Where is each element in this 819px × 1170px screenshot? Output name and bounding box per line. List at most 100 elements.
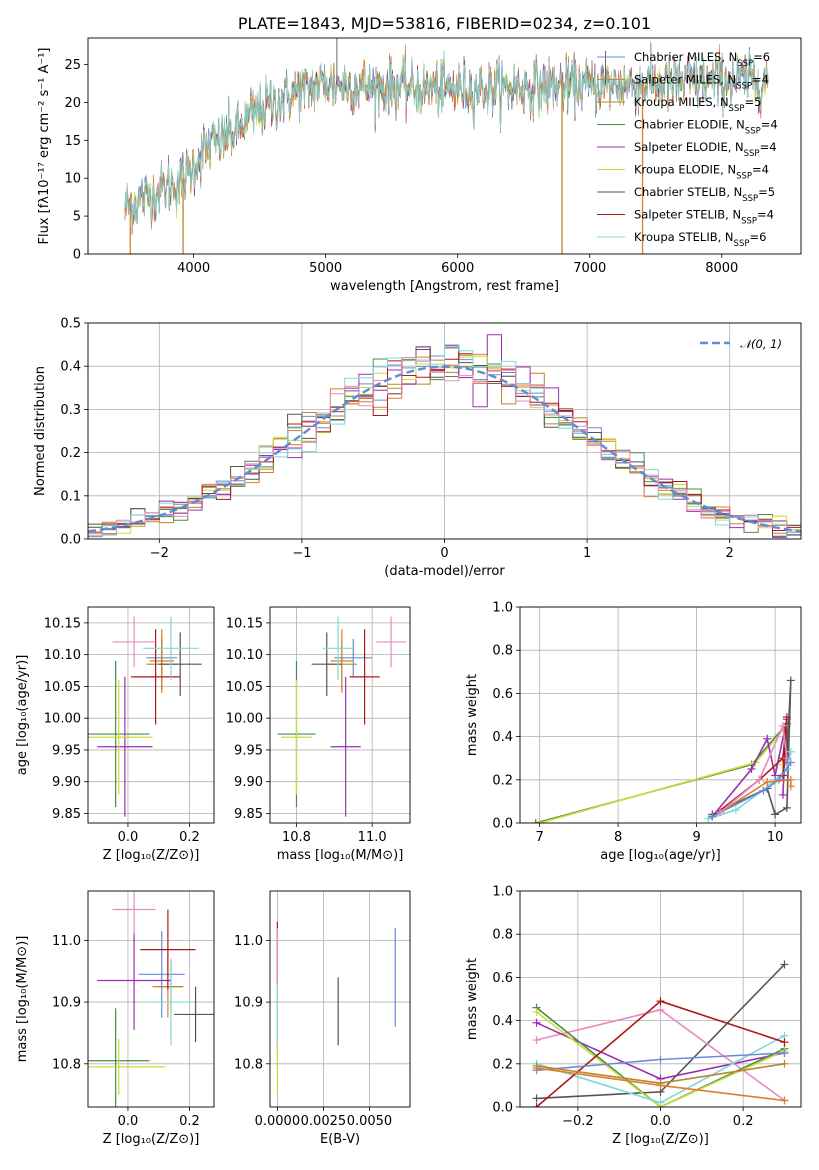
- weight-vs-z-marker: [532, 1103, 541, 1107]
- age-vs-z-ytick-label: 10.05: [44, 680, 81, 695]
- weight-vs-z-ytick-label: 0.6: [492, 971, 513, 986]
- weight-vs-z-marker: [656, 1079, 665, 1088]
- weight-vs-z-marker: [532, 1094, 541, 1103]
- weight-vs-age-xtick-label: 8: [614, 830, 622, 845]
- spectrum-ytick-label: 10: [64, 172, 81, 187]
- weight-vs-age-ytick-label: 0.2: [492, 773, 513, 788]
- weight-vs-z-ylabel: mass weight: [465, 958, 480, 1040]
- weight-vs-z-ytick-label: 0.2: [492, 1057, 513, 1072]
- weight-vs-age-line-salpeter-elodie: [711, 719, 788, 818]
- residuals-frame: [87, 322, 802, 540]
- mass-vs-z-ytick-label: 10.8: [52, 1057, 81, 1072]
- spectrum-lines: [124, 38, 769, 254]
- weight-vs-age-marker: [782, 713, 791, 722]
- weight-vs-age-xtick-label: 7: [535, 830, 543, 845]
- age-vs-mass-ytick-label: 9.95: [234, 743, 263, 758]
- weight-vs-age-series: [531, 676, 795, 823]
- weight-vs-z-ytick-label: 1.0: [492, 885, 513, 900]
- residuals-axes: −2 −1 0 1 2 0.0 0.1 0.2 0.3 0.4 0.5 (data-model)/er…: [33, 317, 801, 579]
- age-vs-mass-ytick-label: 10.05: [226, 680, 263, 695]
- mass-vs-ebv-ytick-label: 11.0: [234, 934, 263, 949]
- age-vs-z-ytick-label: 10.15: [44, 616, 81, 631]
- age-vs-mass-ytick-label: 10.00: [226, 712, 263, 727]
- weight-vs-age-marker: [708, 812, 717, 821]
- weight-vs-age-line-chabrier-elodie: [535, 721, 788, 823]
- weight-vs-z-marker: [780, 1049, 789, 1057]
- mass-vs-z-errorbar-kroupa-stelib: [149, 958, 193, 1046]
- weight-vs-age-marker: [786, 747, 795, 756]
- weight-vs-age-marker: [775, 775, 784, 784]
- age-vs-z-frame: [87, 606, 215, 824]
- age-vs-mass-errorbar-salpeter-stelib: [349, 629, 380, 725]
- age-vs-mass-ytick-label: 10.15: [226, 616, 263, 631]
- mass-vs-z-errorbar-salpeter-elodie: [97, 931, 171, 1030]
- age-vs-mass-points: [277, 616, 407, 817]
- weight-vs-age-marker: [786, 782, 795, 791]
- weight-vs-z-marker: [532, 1061, 541, 1070]
- weight-vs-age-marker: [704, 814, 713, 823]
- weight-vs-z-ytick-label: 0.0: [492, 1101, 513, 1116]
- spectrum-axes: 4000 5000 6000 7000 8000 0 5 10 15 20 25 wavelength…: [37, 14, 738, 294]
- weight-vs-age-axes: 7 8 9 10 0.0 0.2 0.4 0.6 0.8 1.0 age [log₁₀(age/yr…: [465, 601, 801, 863]
- age-vs-z-errorbar-chabrier-elodie: [88, 661, 150, 808]
- age-vs-mass-errorbar-chabrier-miles: [334, 638, 373, 677]
- weight-vs-z-marker: [656, 997, 665, 1006]
- weight-vs-z-line-chabrier-elodie: [535, 1006, 785, 1107]
- age-vs-mass-ytick-label: 9.85: [234, 807, 263, 822]
- age-vs-mass-errorbar-kroupa-stelib: [322, 616, 354, 681]
- age-vs-z-ylabel: age [log₁₀(age/yr)]: [15, 655, 30, 776]
- weight-vs-z-marker: [780, 1038, 789, 1047]
- spectrum-ytick-label: 15: [64, 134, 81, 149]
- legend-label-kroupa-miles: Kroupa MILES, NSSP=5: [634, 95, 761, 114]
- weight-vs-age-line-salpeter-stelib: [711, 717, 788, 818]
- mass-vs-z-frame: [87, 890, 215, 1108]
- residuals-ytick-label: 0.1: [60, 489, 81, 504]
- mass-vs-z-xlabel: Z [log₁₀(Z/Z⊙)]: [103, 1132, 200, 1147]
- residuals-ytick-label: 0.2: [60, 446, 81, 461]
- weight-vs-z-marker: [780, 1096, 789, 1105]
- hist-kroupa-stelib: [88, 344, 801, 539]
- spectrum-legend: Chabrier MILES, NSSP=6 Salpeter MILES, NS…: [597, 50, 778, 249]
- weight-vs-age-marker: [763, 777, 772, 786]
- age-vs-z-errorbar-pink: [112, 616, 156, 668]
- weight-vs-age-marker: [778, 790, 787, 799]
- weight-vs-age-marker: [786, 676, 795, 685]
- residuals-xtick-label: 1: [583, 546, 591, 561]
- weight-vs-z-ytick-label: 0.4: [492, 1014, 513, 1029]
- residuals-ytick-label: 0.3: [60, 403, 81, 418]
- normal-curve: [88, 365, 801, 533]
- age-vs-z-errorbar-kroupa-stelib: [143, 616, 199, 681]
- age-vs-z-errorbar-chabrier-stelib: [158, 632, 202, 696]
- residuals-xtick-label: −1: [292, 546, 311, 561]
- legend-label-kroupa-elodie: Kroupa ELODIE, NSSP=4: [634, 163, 769, 182]
- spectrum-xtick-label: 7000: [573, 261, 606, 276]
- weight-vs-age-line-chabrier-stelib: [711, 680, 792, 816]
- spectrum-title: PLATE=1843, MJD=53816, FIBERID=0234, z=0…: [238, 14, 651, 33]
- spectrum-ytick-label: 5: [73, 210, 81, 225]
- mass-vs-z-errorbar-chabrier-miles: [138, 931, 185, 1018]
- spectrum-ytick-label: 20: [64, 96, 81, 111]
- weight-vs-z-marker: [780, 1059, 789, 1068]
- weight-vs-z-marker: [656, 1055, 665, 1064]
- residuals-ytick-label: 0.4: [60, 360, 81, 375]
- weight-vs-z-marker: [656, 1005, 665, 1014]
- age-vs-mass-axes: 10.8 11.0 9.85 9.90 9.95 10.00 10.05 10.10 10.15…: [226, 607, 410, 863]
- age-vs-z-ytick-label: 9.95: [52, 743, 81, 758]
- weight-vs-z-ytick-label: 0.8: [492, 928, 513, 943]
- mass-vs-ebv-frame: [269, 890, 411, 1108]
- legend-label-kroupa-stelib: Kroupa STELIB, NSSP=6: [634, 230, 766, 249]
- weight-vs-z-marker: [532, 1007, 541, 1016]
- weight-vs-age-line-chabrier-miles: [711, 762, 792, 818]
- weight-vs-age-marker: [786, 758, 795, 767]
- age-vs-mass-xtick-label: 11.0: [358, 830, 387, 845]
- weight-vs-age-marker: [535, 819, 544, 823]
- weight-vs-age-xtick-label: 9: [692, 830, 700, 845]
- spectrum-xtick-label: 6000: [441, 261, 474, 276]
- mass-vs-z-points: [88, 891, 214, 1107]
- mass-vs-ebv-xtick-label: 0.0050: [347, 1114, 393, 1129]
- mass-vs-ebv-ytick-label: 10.8: [234, 1057, 263, 1072]
- weight-vs-age-ytick-label: 0.4: [492, 730, 513, 745]
- age-vs-mass-xlabel: mass [log₁₀(M/M⊙)]: [277, 848, 404, 863]
- weight-vs-age-marker: [771, 771, 780, 780]
